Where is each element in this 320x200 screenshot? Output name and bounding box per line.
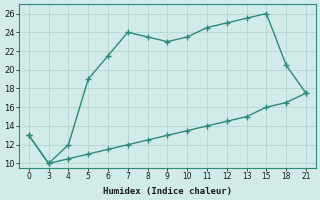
X-axis label: Humidex (Indice chaleur): Humidex (Indice chaleur) [103,187,232,196]
